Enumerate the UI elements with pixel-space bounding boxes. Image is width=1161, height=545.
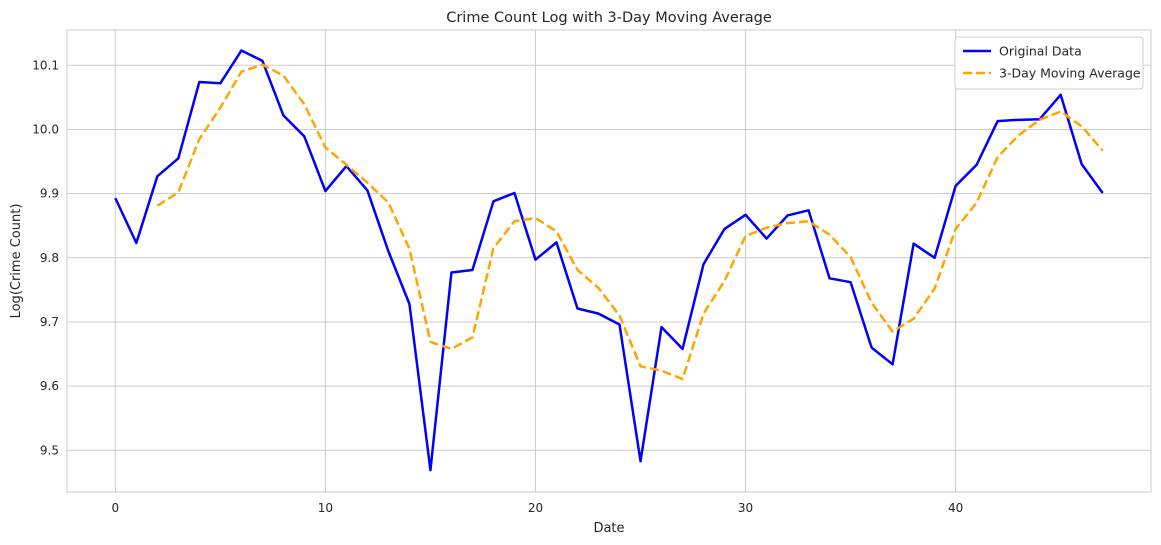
legend-box <box>954 36 1144 90</box>
legend-label: 3-Day Moving Average <box>999 66 1141 81</box>
y-tick-label: 9.7 <box>40 315 59 329</box>
x-tick-label: 10 <box>318 501 333 515</box>
y-tick-label: 10.1 <box>32 58 59 72</box>
y-tick-label: 10.0 <box>32 122 59 136</box>
x-tick-label: 30 <box>738 501 753 515</box>
tick-labels: 0 10 20 30 40 9.5 9.6 9.7 9.8 9.9 10.0 10.1 <box>32 58 963 515</box>
chart-title: Crime Count Log with 3-Day Moving Averag… <box>446 10 772 26</box>
x-tick-label: 20 <box>528 501 543 515</box>
series-layer <box>114 49 1104 472</box>
moving-average-line <box>156 63 1104 381</box>
plot-area <box>66 29 1152 493</box>
y-tick-label: 9.9 <box>40 187 59 201</box>
original-data-line <box>114 49 1104 472</box>
y-axis-title: Log(Crime Count) <box>9 204 24 319</box>
y-tick-label: 9.5 <box>40 443 59 457</box>
x-tick-label: 40 <box>948 501 963 515</box>
y-tick-label: 9.8 <box>40 251 59 265</box>
x-tick-label: 0 <box>111 501 119 515</box>
legend-label: Original Data <box>999 44 1082 59</box>
y-tick-label: 9.6 <box>40 379 59 393</box>
x-axis-title: Date <box>593 521 624 536</box>
legend: Original Data 3-Day Moving Average <box>954 36 1144 90</box>
grid-lines <box>67 30 1151 492</box>
